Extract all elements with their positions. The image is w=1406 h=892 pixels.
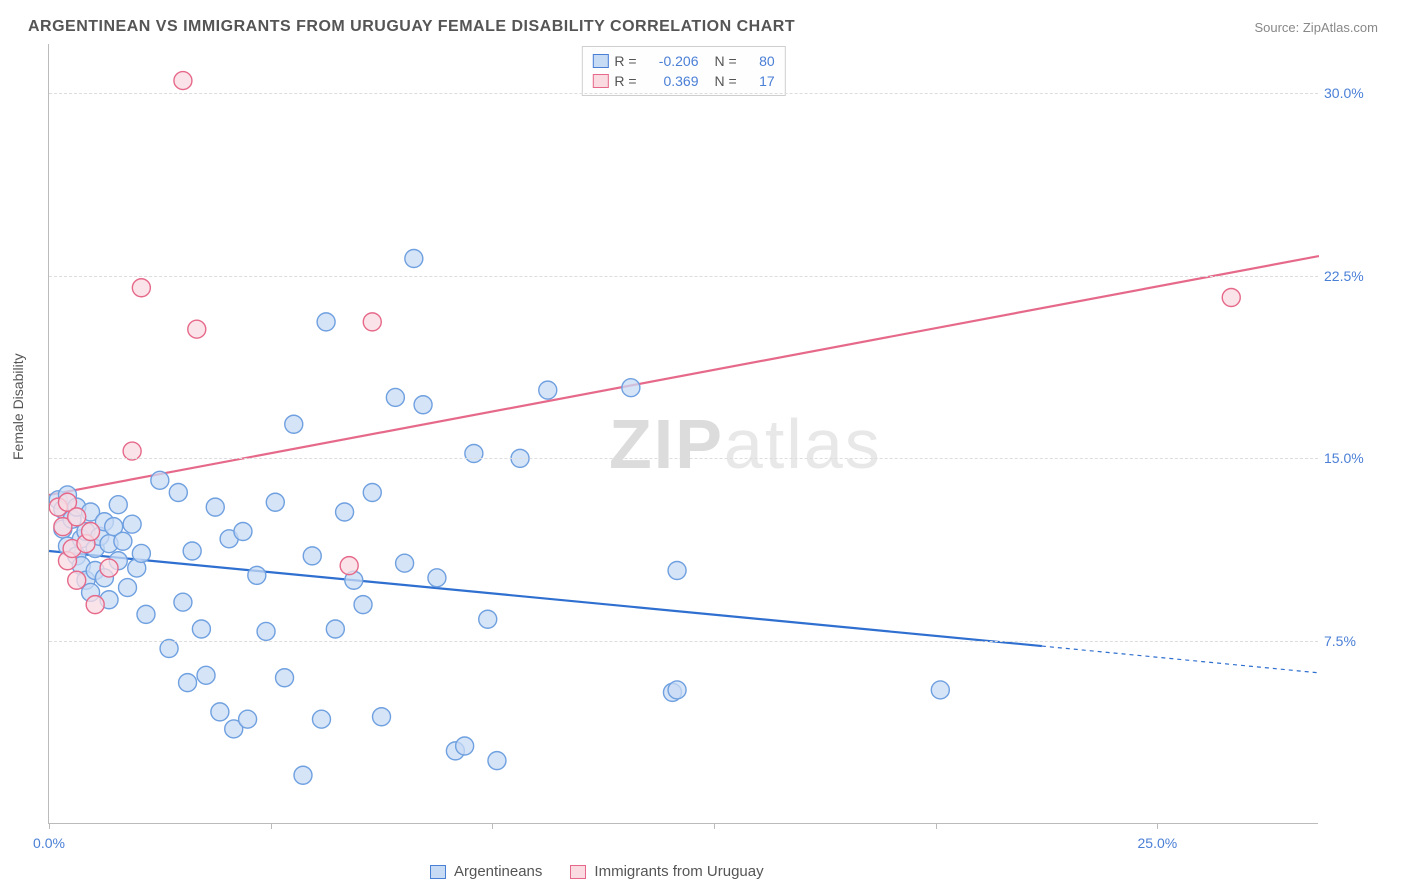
data-point xyxy=(160,640,178,658)
source-link[interactable]: ZipAtlas.com xyxy=(1303,20,1378,35)
data-point xyxy=(668,562,686,580)
source-credit: Source: ZipAtlas.com xyxy=(1254,20,1378,35)
data-point xyxy=(1222,289,1240,307)
data-point xyxy=(234,523,252,541)
data-point xyxy=(465,445,483,463)
data-point xyxy=(668,681,686,699)
data-point xyxy=(340,557,358,575)
data-point xyxy=(276,669,294,687)
n-label-1: N = xyxy=(715,71,737,91)
n-val-0: 80 xyxy=(747,51,775,71)
data-point xyxy=(363,484,381,502)
data-point xyxy=(109,496,127,514)
plot-svg xyxy=(49,44,1319,824)
data-point xyxy=(363,313,381,331)
data-point xyxy=(336,503,354,521)
data-point xyxy=(100,559,118,577)
chart-area: ZIPatlas R = -0.206 N = 80 R = 0.369 N =… xyxy=(48,44,1378,824)
data-point xyxy=(192,620,210,638)
r-label-1: R = xyxy=(614,71,636,91)
data-point xyxy=(354,596,372,614)
data-point xyxy=(294,766,312,784)
data-point xyxy=(179,674,197,692)
r-val-1: 0.369 xyxy=(647,71,699,91)
data-point xyxy=(405,250,423,268)
data-point xyxy=(317,313,335,331)
n-val-1: 17 xyxy=(747,71,775,91)
data-point xyxy=(622,379,640,397)
series-legend: Argentineans Immigrants from Uruguay xyxy=(430,863,764,880)
y-tick-label: 30.0% xyxy=(1324,85,1380,101)
chart-title: ARGENTINEAN VS IMMIGRANTS FROM URUGUAY F… xyxy=(28,18,795,36)
data-point xyxy=(119,579,137,597)
y-tick-label: 22.5% xyxy=(1324,268,1380,284)
legend-swatch-0 xyxy=(430,865,446,879)
data-point xyxy=(68,571,86,589)
data-point xyxy=(303,547,321,565)
trend-line-ext xyxy=(1042,646,1319,673)
data-point xyxy=(123,442,141,460)
n-label-0: N = xyxy=(715,51,737,71)
chart-header: ARGENTINEAN VS IMMIGRANTS FROM URUGUAY F… xyxy=(0,0,1406,44)
data-point xyxy=(257,622,275,640)
data-point xyxy=(82,523,100,541)
source-prefix: Source: xyxy=(1254,20,1302,35)
swatch-blue xyxy=(592,54,608,68)
data-point xyxy=(114,532,132,550)
x-tick-label: 0.0% xyxy=(33,835,65,851)
y-tick-label: 15.0% xyxy=(1324,450,1380,466)
data-point xyxy=(373,708,391,726)
legend-label-0: Argentineans xyxy=(454,863,542,880)
data-point xyxy=(456,737,474,755)
x-tick-label: 25.0% xyxy=(1138,835,1178,851)
legend-item-1: Immigrants from Uruguay xyxy=(570,863,763,880)
plot-area: ZIPatlas R = -0.206 N = 80 R = 0.369 N =… xyxy=(48,44,1318,824)
data-point xyxy=(396,554,414,572)
data-point xyxy=(86,596,104,614)
legend-row-1: R = 0.369 N = 17 xyxy=(592,71,774,91)
data-point xyxy=(931,681,949,699)
data-point xyxy=(123,515,141,533)
data-point xyxy=(68,508,86,526)
data-point xyxy=(428,569,446,587)
data-point xyxy=(479,610,497,628)
legend-item-0: Argentineans xyxy=(430,863,542,880)
data-point xyxy=(414,396,432,414)
r-label-0: R = xyxy=(614,51,636,71)
data-point xyxy=(132,279,150,297)
data-point xyxy=(197,666,215,684)
data-point xyxy=(132,544,150,562)
data-point xyxy=(211,703,229,721)
correlation-legend: R = -0.206 N = 80 R = 0.369 N = 17 xyxy=(581,46,785,96)
data-point xyxy=(266,493,284,511)
data-point xyxy=(326,620,344,638)
data-point xyxy=(312,710,330,728)
data-point xyxy=(285,415,303,433)
legend-swatch-1 xyxy=(570,865,586,879)
data-point xyxy=(239,710,257,728)
legend-label-1: Immigrants from Uruguay xyxy=(594,863,763,880)
y-tick-label: 7.5% xyxy=(1324,633,1380,649)
data-point xyxy=(174,593,192,611)
swatch-pink xyxy=(592,74,608,88)
data-point xyxy=(174,72,192,90)
legend-row-0: R = -0.206 N = 80 xyxy=(592,51,774,71)
r-val-0: -0.206 xyxy=(647,51,699,71)
data-point xyxy=(151,471,169,489)
data-point xyxy=(169,484,187,502)
data-point xyxy=(386,388,404,406)
data-point xyxy=(183,542,201,560)
data-point xyxy=(488,752,506,770)
data-point xyxy=(137,605,155,623)
data-point xyxy=(206,498,224,516)
y-axis-label: Female Disability xyxy=(10,353,26,460)
data-point xyxy=(188,320,206,338)
data-point xyxy=(248,566,266,584)
data-point xyxy=(539,381,557,399)
